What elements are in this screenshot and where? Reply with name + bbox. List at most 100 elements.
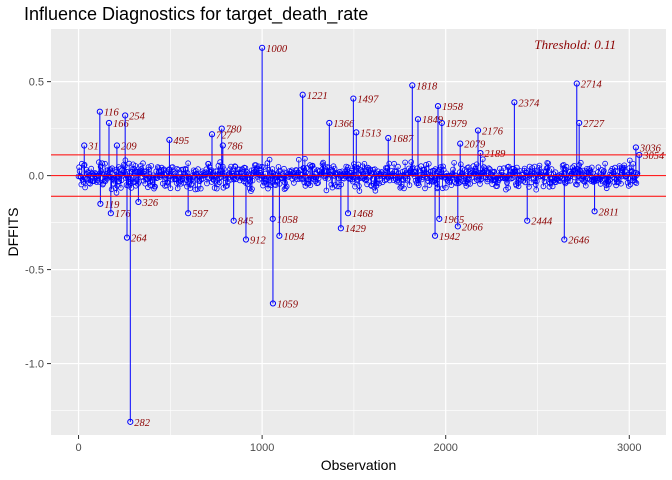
- point-label: 2444: [531, 217, 553, 228]
- point-label: 2714: [581, 80, 603, 91]
- labeled-point: [105, 119, 113, 127]
- point-label: 1468: [352, 209, 374, 220]
- point-label: 1221: [307, 91, 328, 102]
- x-tick-label: 3000: [617, 442, 641, 454]
- y-tick-label: 0.0: [29, 171, 44, 183]
- point-label: 282: [134, 418, 151, 429]
- x-tick-label: 1000: [250, 442, 274, 454]
- point-label: 2066: [462, 222, 484, 233]
- point-label: 1958: [442, 102, 464, 113]
- observation-points: [75, 155, 641, 196]
- point-label: 264: [131, 234, 148, 245]
- labeled-point: [123, 234, 131, 241]
- point-label: 166: [113, 119, 129, 130]
- y-tick-label: -1.0: [25, 359, 44, 371]
- labeled-point: [299, 91, 306, 98]
- labeled-point: [230, 217, 237, 224]
- labeled-point: [591, 208, 598, 215]
- point-label: 326: [141, 198, 159, 209]
- point-label: 1849: [422, 115, 444, 126]
- labeled-point: [524, 217, 531, 224]
- axes: 0 1000 2000 3000 -1.0 -0.5 0.0 0.5: [25, 77, 641, 454]
- labeled-point: [81, 142, 88, 149]
- point-label: 1000: [266, 44, 288, 55]
- labeled-point: [436, 215, 443, 222]
- labeled-point: [219, 142, 226, 149]
- labeled-point: [474, 127, 482, 134]
- observation-point: [146, 171, 153, 178]
- point-label: 2079: [464, 140, 486, 151]
- labeled-point: [166, 136, 173, 143]
- point-label: 2727: [583, 119, 605, 130]
- point-label: 119: [104, 200, 120, 211]
- threshold-label: Threshold: 0.11: [534, 37, 616, 52]
- point-label: 1513: [360, 128, 381, 139]
- labeled-point: [97, 200, 104, 207]
- point-label: 780: [226, 125, 243, 136]
- labeled-point: [414, 116, 422, 123]
- x-axis-title: Observation: [321, 457, 396, 473]
- point-label: 3036: [639, 143, 662, 154]
- point-label: 1094: [283, 232, 305, 243]
- labeled-point: [259, 44, 266, 51]
- point-label: 1497: [357, 95, 379, 106]
- labeled-point: [344, 210, 352, 217]
- point-label: 1818: [416, 81, 438, 92]
- labeled-point: [457, 140, 464, 147]
- labeled-point: [208, 131, 216, 138]
- labeled-point: [511, 99, 518, 106]
- labeled-point: [269, 300, 277, 307]
- point-label: 116: [104, 108, 120, 119]
- labeled-point: [350, 95, 357, 102]
- chart-title: Influence Diagnostics for target_death_r…: [24, 4, 369, 24]
- labeled-point: [107, 210, 114, 217]
- y-tick-label: 0.5: [29, 77, 44, 89]
- point-label: 1942: [439, 232, 461, 243]
- point-label: 495: [173, 136, 189, 147]
- point-label: 2374: [518, 98, 540, 109]
- labeled-point: [561, 236, 568, 243]
- point-label: 1058: [277, 215, 299, 226]
- point-label: 1965: [443, 215, 464, 226]
- labeled-points: 31 116 119 166 176 209 254 264 282 326 495 597 72778…: [81, 44, 665, 429]
- point-label: 2646: [568, 236, 590, 247]
- x-tick-label: 0: [75, 442, 81, 454]
- labeled-point: [276, 232, 283, 239]
- reference-lines: [51, 154, 666, 197]
- point-label: 2176: [482, 127, 504, 138]
- labeled-point: [632, 144, 639, 151]
- point-label: 176: [115, 209, 132, 220]
- x-tick-label: 2000: [433, 442, 457, 454]
- point-label: 912: [250, 236, 267, 247]
- labeled-point: [337, 225, 344, 232]
- point-label: 1687: [392, 134, 414, 145]
- labeled-point: [127, 418, 134, 425]
- labeled-point: [434, 102, 442, 110]
- point-label: 1429: [345, 224, 367, 235]
- point-label: 597: [192, 209, 209, 220]
- point-label: 727: [216, 130, 233, 141]
- labeled-point: [454, 223, 461, 230]
- labeled-point: [573, 80, 580, 87]
- point-label: 31: [87, 142, 99, 153]
- labeled-point: [122, 112, 129, 119]
- labeled-point: [96, 108, 103, 115]
- labeled-point: [409, 82, 416, 89]
- labeled-point: [576, 119, 583, 127]
- labeled-point: [431, 232, 439, 239]
- labeled-point: [385, 134, 392, 142]
- labeled-point: [113, 142, 121, 149]
- labeled-point: [242, 236, 250, 243]
- labeled-point: [438, 119, 445, 127]
- point-label: 1366: [333, 119, 355, 130]
- plot-panel: [51, 29, 666, 435]
- point-label: 254: [129, 111, 146, 122]
- point-label: 2811: [599, 207, 619, 218]
- labeled-point: [218, 125, 225, 132]
- y-tick-label: -0.5: [25, 265, 44, 277]
- point-label: 786: [227, 142, 244, 153]
- point-label: 3054: [642, 151, 665, 162]
- labeled-point: [135, 198, 142, 206]
- labeled-point: [185, 210, 192, 217]
